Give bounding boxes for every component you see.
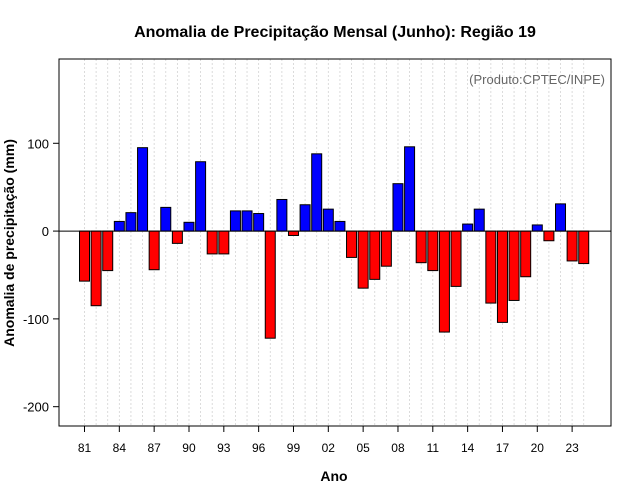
bar-1989: [171, 230, 183, 244]
bar-2018: [508, 230, 520, 301]
x-tick-label: 20: [531, 441, 545, 455]
bar-1985: [125, 212, 137, 232]
bar-1992: [206, 230, 218, 255]
plot-frame: [58, 58, 612, 427]
bar-2016: [485, 230, 497, 304]
y-tick-label: -100: [23, 312, 49, 327]
x-tick-label: 05: [356, 441, 370, 455]
x-tick-label: 14: [461, 441, 475, 455]
y-tick-label: 100: [27, 136, 49, 151]
x-tick-label: 99: [287, 441, 301, 455]
bar-2017: [496, 230, 508, 323]
bar-2000: [299, 204, 311, 232]
bar-1986: [137, 147, 149, 232]
bar-1994: [229, 210, 241, 232]
bar-2012: [438, 230, 450, 333]
x-axis-title: Ano: [320, 468, 347, 484]
bar-1981: [79, 230, 90, 282]
y-axis-title: Anomalia de precipitação (mm): [1, 139, 17, 347]
y-tick-label: 0: [42, 224, 49, 239]
bar-1999: [287, 230, 299, 236]
bar-2010: [415, 230, 427, 264]
bar-1983: [102, 230, 114, 272]
x-tick-label: 87: [147, 441, 161, 455]
x-tick-label: 08: [391, 441, 405, 455]
x-axis: 81 84 87 90 93 96 99 02 05 08 11 14 17 20 23: [78, 426, 579, 455]
bar-2013: [450, 230, 462, 287]
bar-2009: [404, 146, 416, 232]
x-tick-label: 02: [322, 441, 336, 455]
bar-2015: [473, 208, 485, 232]
x-tick-label: 90: [182, 441, 196, 455]
x-tick-label: 23: [565, 441, 579, 455]
bar-1990: [183, 221, 195, 232]
bar-1987: [148, 230, 160, 271]
bar-2006: [369, 230, 381, 280]
bar-2024: [578, 230, 590, 265]
chart-title: Anomalia de Precipitação Mensal (Junho):…: [134, 24, 536, 41]
bar-2014: [462, 223, 474, 232]
bar-1991: [195, 161, 207, 232]
bar-2004: [346, 230, 358, 258]
bar-1996: [253, 213, 265, 232]
bar-2003: [334, 220, 346, 232]
y-tick-label: -200: [23, 400, 49, 415]
credit-label: (Produto:CPTEC/INPE): [469, 72, 605, 87]
bars: [79, 146, 590, 339]
y-axis: -200 -100 0 100: [23, 136, 59, 415]
bar-2019: [520, 230, 532, 278]
grid-lines: [84, 59, 585, 426]
x-tick-label: 84: [113, 441, 127, 455]
bar-2020: [531, 224, 543, 232]
bar-1995: [241, 210, 253, 232]
x-tick-label: 11: [427, 441, 440, 455]
bar-2007: [380, 230, 392, 267]
x-tick-label: 93: [217, 441, 231, 455]
bar-2002: [322, 208, 334, 232]
bar-1982: [90, 230, 102, 307]
bar-1984: [113, 220, 125, 232]
bar-1997: [264, 230, 276, 339]
x-tick-label: 81: [78, 441, 92, 455]
bar-2011: [427, 230, 439, 272]
bar-2021: [543, 230, 555, 242]
bar-2022: [555, 203, 567, 232]
bar-1998: [276, 198, 288, 232]
bar-1993: [218, 230, 230, 255]
bar-2005: [357, 230, 369, 289]
bar-2008: [392, 183, 404, 232]
bar-1988: [160, 206, 172, 232]
x-tick-label: 96: [252, 441, 266, 455]
bar-2001: [311, 153, 323, 232]
x-tick-label: 17: [496, 441, 510, 455]
bar-2023: [566, 230, 578, 262]
